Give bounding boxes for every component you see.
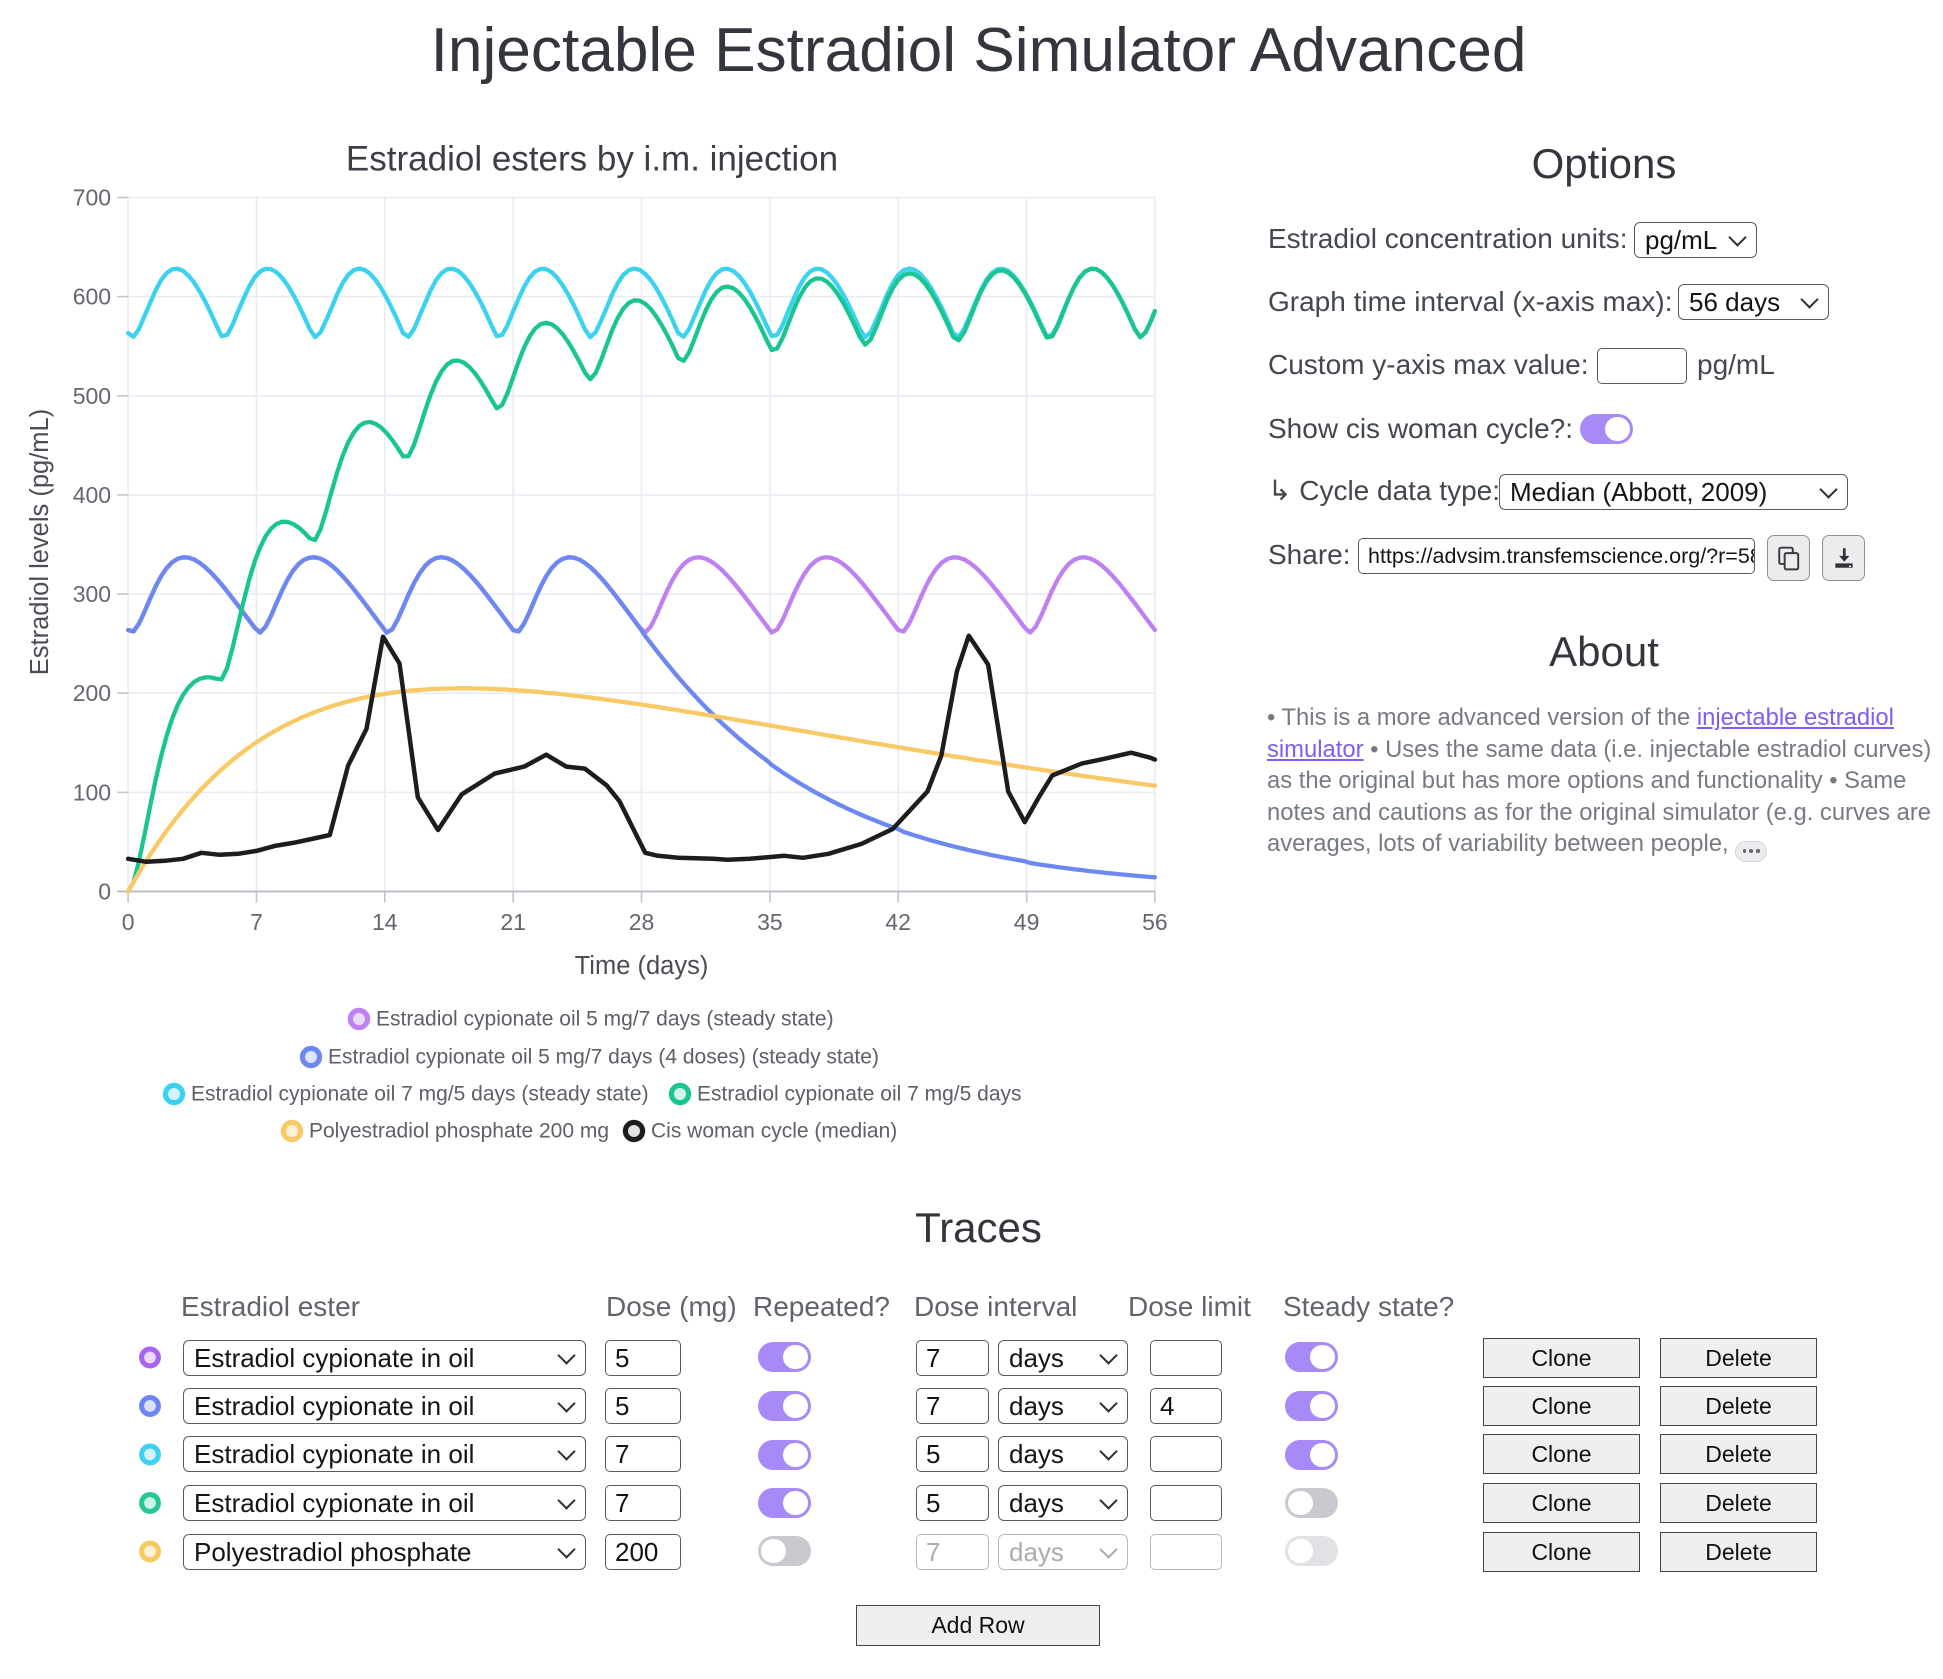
svg-text:Estradiol cypionate oil 5 mg/7: Estradiol cypionate oil 5 mg/7 days (4 d… [328, 1046, 879, 1069]
svg-text:Estradiol cypionate oil 7 mg/5: Estradiol cypionate oil 7 mg/5 days [697, 1083, 1022, 1106]
svg-text:Estradiol cypionate oil 5 mg/7: Estradiol cypionate oil 5 mg/7 days (ste… [376, 1008, 834, 1031]
svg-text:21: 21 [500, 909, 526, 935]
svg-text:200: 200 [73, 680, 111, 706]
svg-text:700: 700 [73, 185, 111, 211]
svg-text:400: 400 [73, 482, 111, 508]
svg-text:56: 56 [1142, 909, 1168, 935]
svg-text:7: 7 [250, 909, 263, 935]
svg-text:0: 0 [98, 879, 111, 905]
svg-text:600: 600 [73, 284, 111, 310]
svg-text:28: 28 [629, 909, 655, 935]
svg-text:35: 35 [757, 909, 783, 935]
svg-text:Estradiol cypionate oil 7 mg/5: Estradiol cypionate oil 7 mg/5 days (ste… [191, 1083, 649, 1106]
svg-text:0: 0 [122, 909, 135, 935]
svg-text:Cis woman cycle (median): Cis woman cycle (median) [651, 1120, 897, 1143]
svg-text:Estradiol esters by i.m. injec: Estradiol esters by i.m. injection [346, 140, 838, 179]
svg-text:Time (days): Time (days) [575, 952, 709, 980]
svg-text:14: 14 [372, 909, 398, 935]
svg-text:49: 49 [1014, 909, 1040, 935]
svg-text:Estradiol levels (pg/mL): Estradiol levels (pg/mL) [26, 409, 54, 675]
svg-text:100: 100 [73, 779, 111, 805]
svg-text:500: 500 [73, 383, 111, 409]
svg-text:42: 42 [885, 909, 911, 935]
svg-text:Polyestradiol phosphate 200 mg: Polyestradiol phosphate 200 mg [309, 1120, 609, 1143]
svg-text:300: 300 [73, 581, 111, 607]
